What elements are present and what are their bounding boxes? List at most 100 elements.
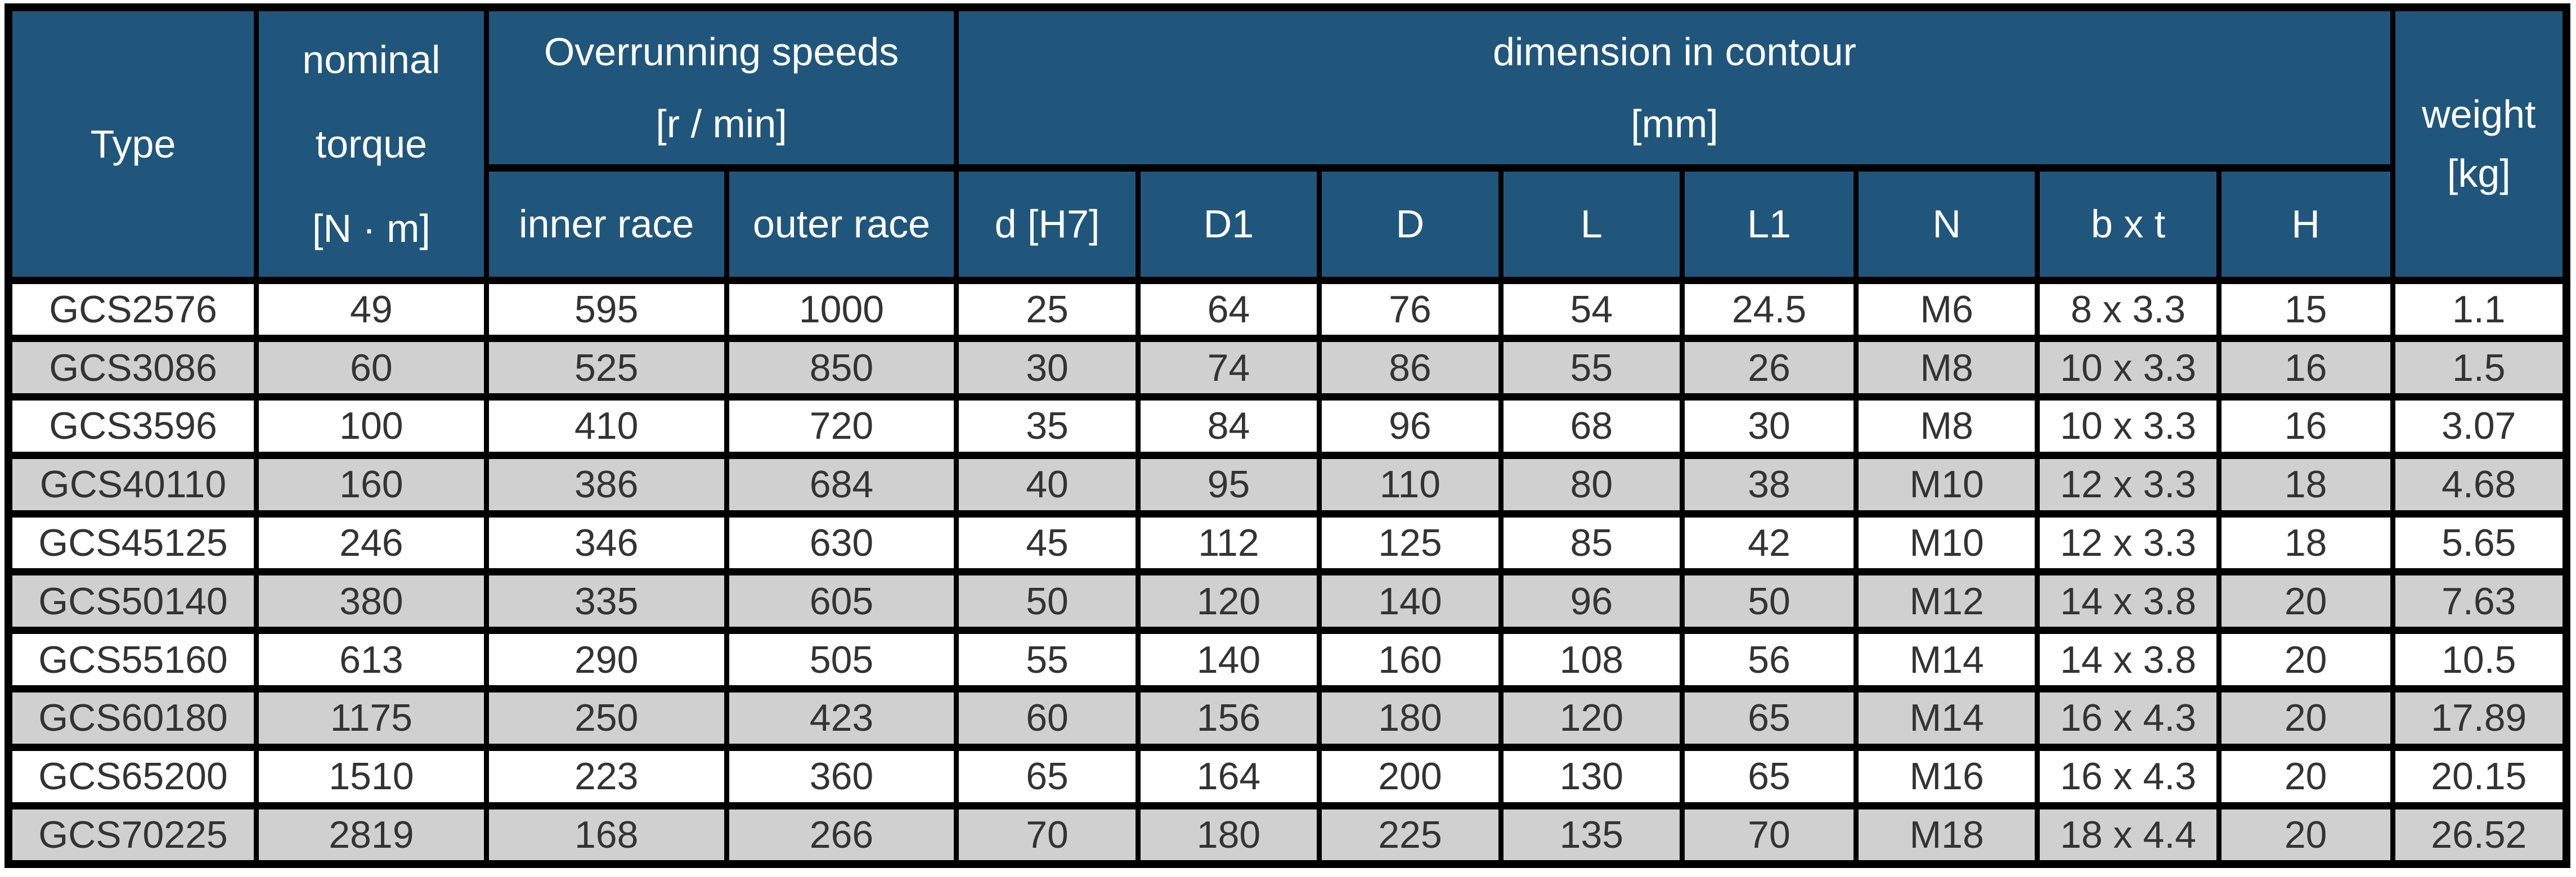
cell-value: 12 x 3.3	[2035, 510, 2222, 576]
cell-value: 684	[724, 451, 959, 518]
cell-value: M14	[1853, 685, 2040, 751]
header-sub-row: inner race outer race d [H7] D1 D L L1 N…	[8, 164, 2566, 284]
cell-type: GCS40110	[6, 451, 259, 518]
cell-value: 20.15	[2390, 743, 2569, 809]
cell-value: 84	[1135, 393, 1322, 459]
subheader-d-h7: d [H7]	[954, 164, 1141, 284]
weight-line1: weight	[2422, 92, 2536, 137]
cell-value: 2819	[254, 802, 489, 868]
cell-value: 26	[1680, 335, 1859, 401]
table-header: Type nominal torque [N · m] Overrunning …	[6, 3, 2569, 284]
cell-value: 423	[724, 685, 959, 751]
cell-value: 64	[1135, 276, 1322, 343]
cell-value: 168	[483, 802, 729, 868]
cell-value: 290	[483, 627, 729, 693]
cell-type: GCS45125	[6, 510, 259, 576]
header-type-label: Type	[90, 122, 176, 166]
cell-value: M10	[1853, 451, 2040, 518]
cell-value: 125	[1317, 510, 1504, 576]
table-body: GCS2576 49 595 1000 25 64 76 54 24.5 M6 8 x 3.3 15 1…	[6, 276, 2569, 868]
cell-value: 410	[483, 393, 729, 459]
cell-value: 54	[1498, 276, 1685, 343]
cell-value: 112	[1135, 510, 1322, 576]
cell-value: 65	[1680, 685, 1859, 751]
cell-value: 160	[1317, 627, 1504, 693]
header-type: Type	[6, 3, 259, 284]
subheader-outer-race: outer race	[724, 164, 959, 284]
cell-value: 96	[1317, 393, 1504, 459]
cell-value: 223	[483, 743, 729, 809]
cell-value: 80	[1498, 451, 1685, 518]
cell-value: 505	[724, 627, 959, 693]
cell-type: GCS65200	[6, 743, 259, 809]
cell-value: 10 x 3.3	[2035, 393, 2222, 459]
cell-value: 140	[1317, 568, 1504, 635]
cell-value: 16	[2216, 393, 2395, 459]
dimension-unit: [mm]	[1631, 101, 1718, 146]
cell-value: 335	[483, 568, 729, 635]
cell-value: 30	[1680, 393, 1859, 459]
cell-value: 30	[954, 335, 1141, 401]
cell-value: 10 x 3.3	[2035, 335, 2222, 401]
cell-value: 70	[1680, 802, 1859, 868]
cell-value: 68	[1498, 393, 1685, 459]
cell-value: 65	[1680, 743, 1859, 809]
header-overrunning-speeds: Overrunning speeds [r / min]	[483, 3, 959, 172]
cell-value: 120	[1135, 568, 1322, 635]
cell-value: 38	[1680, 451, 1859, 518]
cell-value: 10.5	[2390, 627, 2569, 693]
cell-value: 55	[954, 627, 1141, 693]
header-nominal-torque: nominal torque [N · m]	[254, 3, 489, 284]
cell-value: 40	[954, 451, 1141, 518]
cell-value: 1000	[724, 276, 959, 343]
cell-value: 525	[483, 335, 729, 401]
cell-value: 5.65	[2390, 510, 2569, 576]
cell-value: 250	[483, 685, 729, 751]
cell-value: 18	[2216, 510, 2395, 576]
dimension-stack: dimension in contour [mm]	[962, 16, 2387, 159]
table-row: GCS55160 613 290 505 55 140 160 108 56 M14 14 x 3.…	[6, 627, 2569, 693]
cell-value: 386	[483, 451, 729, 518]
cell-value: 50	[954, 568, 1141, 635]
cell-value: 850	[724, 335, 959, 401]
cell-value: 20	[2216, 685, 2395, 751]
table-row: GCS45125 246 346 630 45 112 125 85 42 M10 12 x 3.3…	[6, 510, 2569, 576]
cell-value: M12	[1853, 568, 2040, 635]
cell-value: 16 x 4.3	[2035, 743, 2222, 809]
cell-value: 74	[1135, 335, 1322, 401]
cell-value: 160	[254, 451, 489, 518]
cell-value: 380	[254, 568, 489, 635]
spec-table: Type nominal torque [N · m] Overrunning …	[5, 3, 2570, 868]
cell-value: 180	[1317, 685, 1504, 751]
cell-value: 96	[1498, 568, 1685, 635]
overrunning-stack: Overrunning speeds [r / min]	[491, 16, 952, 159]
weight-stack: weight [kg]	[2398, 85, 2561, 203]
cell-value: 85	[1498, 510, 1685, 576]
cell-value: 110	[1317, 451, 1504, 518]
cell-value: M8	[1853, 393, 2040, 459]
table-row: GCS2576 49 595 1000 25 64 76 54 24.5 M6 8 x 3.3 15 1…	[6, 276, 2569, 343]
cell-value: 18 x 4.4	[2035, 802, 2222, 868]
cell-value: 1510	[254, 743, 489, 809]
header-dimension-contour: dimension in contour [mm]	[954, 3, 2395, 172]
table-row: GCS70225 2819 168 266 70 180 225 135 70 M18 18 x 4…	[6, 802, 2569, 868]
cell-value: 164	[1135, 743, 1322, 809]
cell-value: 346	[483, 510, 729, 576]
overrunning-title: Overrunning speeds	[544, 30, 899, 74]
subheader-bxt: b x t	[2035, 164, 2222, 284]
cell-value: M16	[1853, 743, 2040, 809]
cell-value: 630	[724, 510, 959, 576]
cell-value: 17.89	[2390, 685, 2569, 751]
cell-value: 1.5	[2390, 335, 2569, 401]
overrunning-unit: [r / min]	[656, 101, 787, 146]
cell-value: 86	[1317, 335, 1504, 401]
cell-value: 60	[954, 685, 1141, 751]
cell-type: GCS3596	[6, 393, 259, 459]
cell-value: 156	[1135, 685, 1322, 751]
cell-value: 56	[1680, 627, 1859, 693]
cell-value: 14 x 3.8	[2035, 568, 2222, 635]
cell-value: 24.5	[1680, 276, 1859, 343]
cell-value: 720	[724, 393, 959, 459]
cell-value: 605	[724, 568, 959, 635]
